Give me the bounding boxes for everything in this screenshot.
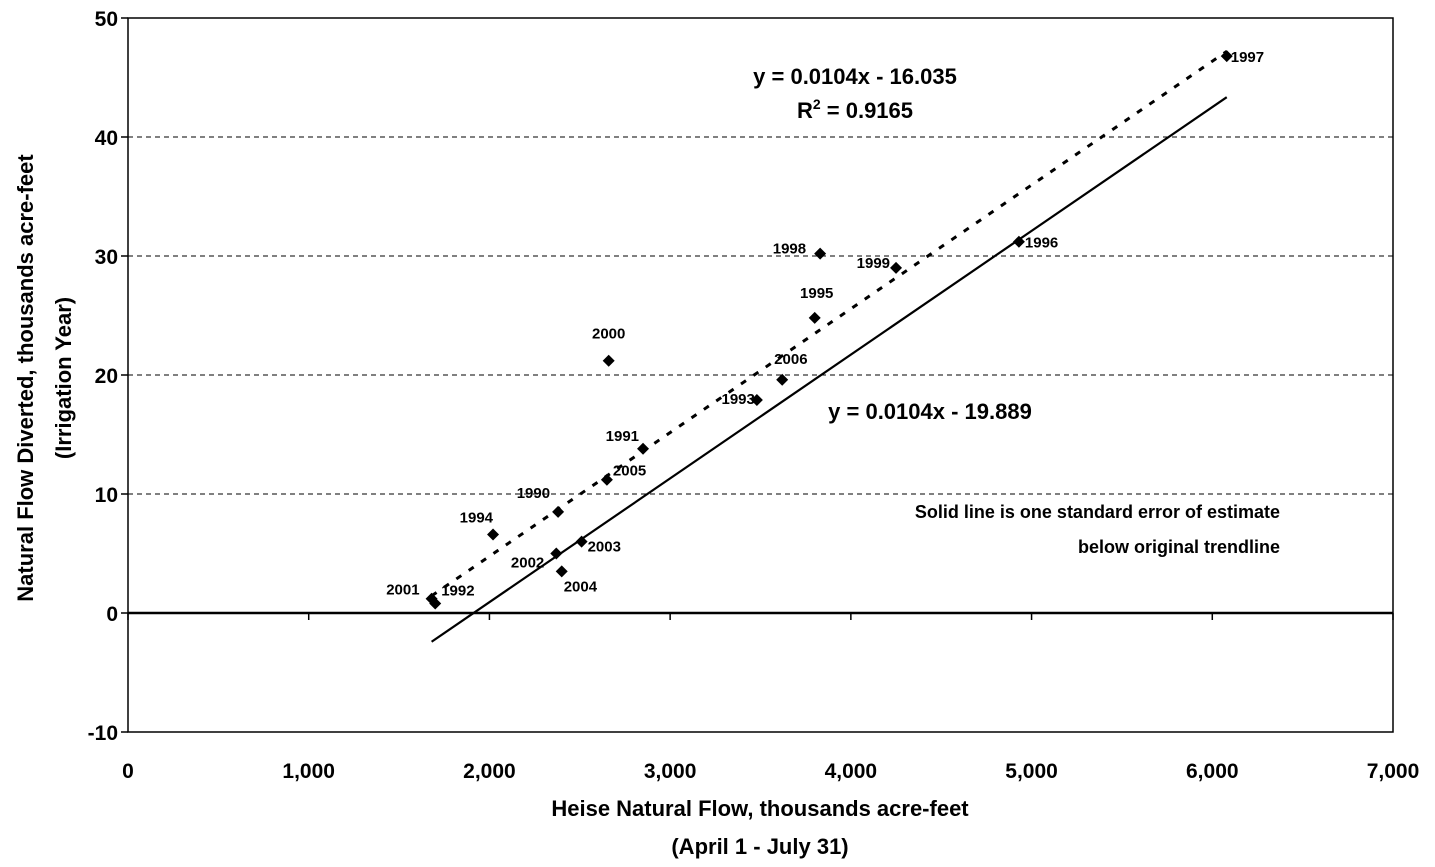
point-label-1997: 1997: [1231, 49, 1264, 66]
point-1994: [487, 528, 500, 541]
y-tick-label-3: 20: [95, 365, 118, 388]
point-1993: [750, 393, 763, 406]
point-1990: [552, 505, 565, 518]
point-label-1990: 1990: [517, 485, 550, 502]
dashed-trendline-equation: y = 0.0104x - 16.035: [753, 64, 957, 89]
data-points: 1990 1991 1992 1993 1994 1995 1996 1997 1998 1999…: [386, 49, 1264, 610]
solid-trendline-equation: y = 0.0104x - 19.889: [828, 399, 1032, 424]
y-tick-label-5: 40: [95, 127, 118, 150]
chart-text: y = 0.0104x - 16.035 R2 = 0.9165 y = 0.0…: [13, 64, 1280, 859]
point-2000: [602, 354, 615, 367]
point-label-2005: 2005: [613, 463, 646, 480]
point-label-1992: 1992: [441, 582, 474, 599]
point-2001: [425, 592, 438, 605]
x-tick-label-5: 5,000: [1005, 760, 1058, 783]
point-label-1999: 1999: [857, 255, 890, 272]
trendlines: [430, 50, 1228, 643]
y-axis-title: Natural Flow Diverted, thousands acre-fe…: [13, 154, 38, 602]
point-1997: [1220, 50, 1233, 63]
x-tick-label-3: 3,000: [644, 760, 697, 783]
point-1998: [814, 247, 827, 260]
point-2004: [555, 565, 568, 578]
point-label-1996: 1996: [1025, 235, 1058, 252]
point-label-1993: 1993: [722, 391, 755, 408]
point-label-2002: 2002: [511, 555, 544, 572]
point-label-1998: 1998: [773, 241, 806, 258]
y-tick-label-1: 0: [106, 603, 118, 626]
trendline-solid: [430, 96, 1228, 643]
gridlines: [128, 136, 1393, 495]
r-squared-label: R2 = 0.9165: [797, 96, 913, 123]
point-label-1994: 1994: [460, 509, 494, 526]
x-tick-label-6: 6,000: [1186, 760, 1239, 783]
x-tick-label-7: 7,000: [1367, 760, 1420, 783]
point-2006: [776, 373, 789, 386]
point-1999: [890, 261, 903, 274]
y-tick-label-4: 30: [95, 246, 118, 269]
point-1996: [1012, 235, 1025, 248]
y-tick-label-2: 10: [95, 484, 118, 507]
y-tick-label-0: -10: [88, 722, 118, 745]
point-label-1991: 1991: [606, 428, 639, 445]
r-squared-prefix: R: [797, 98, 813, 123]
x-tick-label-4: 4,000: [825, 760, 878, 783]
annotation-line-1: Solid line is one standard error of esti…: [915, 502, 1280, 522]
point-label-1995: 1995: [800, 285, 833, 302]
x-axis-title: Heise Natural Flow, thousands acre-feet: [551, 796, 969, 821]
point-2005: [600, 473, 613, 486]
point-label-2004: 2004: [564, 578, 598, 595]
point-label-2003: 2003: [588, 539, 621, 556]
x-axis-subtitle: (April 1 - July 31): [671, 834, 848, 859]
y-axis-subtitle: (Irrigation Year): [51, 297, 76, 459]
point-1995: [808, 311, 821, 324]
x-tick-label-0: 0: [122, 760, 134, 783]
point-2003: [575, 535, 588, 548]
point-label-2006: 2006: [774, 351, 807, 368]
x-tick-label-1: 1,000: [282, 760, 335, 783]
r-squared-superscript: 2: [813, 96, 821, 112]
x-tick-label-2: 2,000: [463, 760, 516, 783]
r-squared-value: = 0.9165: [821, 98, 913, 123]
trendline-dashed: [430, 50, 1228, 598]
point-1991: [637, 442, 650, 455]
point-2002: [550, 547, 563, 560]
point-label-2000: 2000: [592, 326, 625, 343]
annotation-line-2: below original trendline: [1078, 537, 1280, 557]
y-tick-label-6: 50: [95, 8, 118, 31]
point-label-2001: 2001: [386, 582, 419, 599]
